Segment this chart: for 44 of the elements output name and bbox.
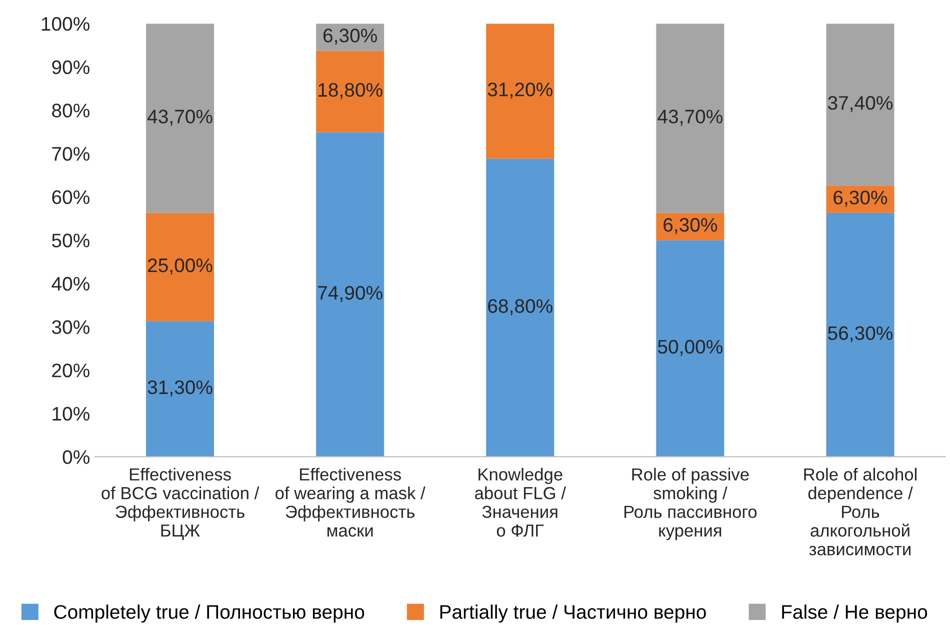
x-tick-label: Effectiveness of BCG vaccination / Эффективность БЦЖ [102,468,260,540]
bar [826,212,894,457]
data-label: 68,80% [488,299,552,316]
y-tick-label: 70% [52,146,90,161]
bar [316,132,384,457]
data-label: 56,30% [828,326,893,342]
x-tick-label: Role of alcohol dependence / Роль алкогольной зависимости [804,468,916,556]
data-label: 6,30% [664,218,718,234]
bar [146,321,214,457]
y-tick-label: 20% [52,364,90,378]
y-tick-label: 10% [52,406,90,421]
data-label: 25,00% [148,258,212,275]
bar [146,24,214,213]
x-tick-label: Role of passive smoking / Роль пассивного курения [624,468,757,540]
data-label: 74,90% [318,286,382,302]
data-label: 31,20% [488,82,552,99]
y-tick-label: 30% [52,320,90,334]
data-label: 37,40% [828,96,893,112]
y-tick-label: 80% [52,104,90,118]
data-label: 43,70% [148,110,212,126]
bar [656,24,724,213]
bar [826,24,894,186]
data-label: 6,30% [834,190,888,207]
data-label: 6,30% [323,28,377,45]
y-tick-label: 60% [52,190,90,204]
y-tick-label: 100% [42,17,90,31]
bar [486,24,554,159]
bar [316,50,384,132]
bar [146,212,214,322]
data-label: 31,30% [148,380,212,396]
bar [486,158,554,457]
legend-label: False / Не верно [782,604,928,623]
y-tick-label: 40% [52,276,90,291]
x-tick-label: Effectiveness of wearing a mask / Эффективность маски [276,468,426,537]
bar [656,240,724,457]
x-tick-label: Knowledge about FLG / Значения о ФЛГ [475,468,566,537]
y-tick-label: 90% [52,60,90,74]
y-tick-label: 0% [62,450,90,464]
legend-label: Partially true / Частично верно [440,604,706,623]
data-label: 18,80% [318,83,382,100]
data-label: 50,00% [658,340,722,356]
data-label: 43,70% [658,110,722,126]
y-tick-label: 50% [52,234,90,248]
legend-label: Completely true / Полностью верно [54,604,364,623]
